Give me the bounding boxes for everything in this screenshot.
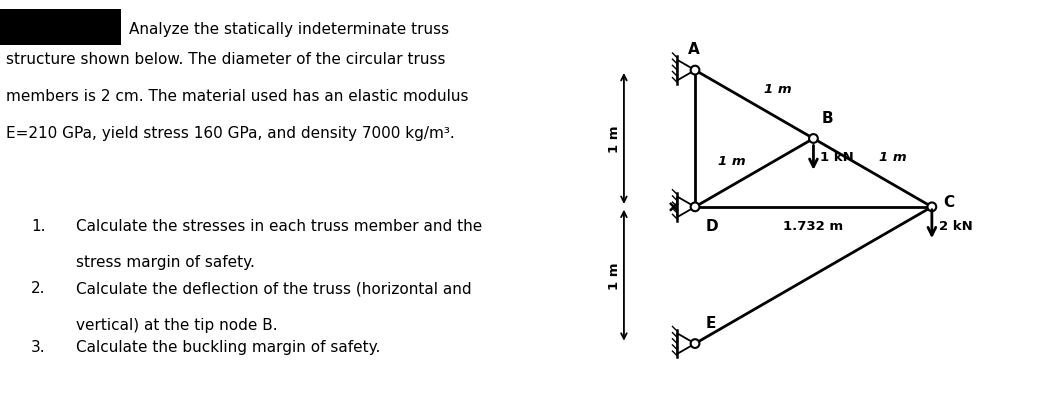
Text: stress margin of safety.: stress margin of safety. (76, 255, 255, 269)
Text: 1 m: 1 m (608, 262, 621, 289)
Text: C: C (942, 194, 954, 209)
Polygon shape (678, 61, 695, 81)
Polygon shape (678, 334, 695, 354)
Circle shape (690, 339, 700, 348)
Text: Analyze the statically indeterminate truss: Analyze the statically indeterminate tru… (129, 22, 449, 37)
Text: 1 m: 1 m (719, 155, 746, 168)
Text: A: A (688, 43, 700, 57)
Text: structure shown below. The diameter of the circular truss: structure shown below. The diameter of t… (5, 52, 445, 67)
Text: 1 m: 1 m (608, 126, 621, 153)
Text: 2 kN: 2 kN (939, 220, 973, 233)
Text: 1.: 1. (31, 219, 45, 233)
Circle shape (690, 67, 700, 75)
Text: 1 m: 1 m (879, 151, 907, 164)
Text: 3.: 3. (31, 339, 45, 354)
Text: Calculate the deflection of the truss (horizontal and: Calculate the deflection of the truss (h… (76, 281, 472, 296)
Text: E=210 GPa, yield stress 160 GPa, and density 7000 kg/m³.: E=210 GPa, yield stress 160 GPa, and den… (5, 126, 454, 141)
Text: D: D (706, 218, 719, 233)
Text: B: B (822, 111, 834, 126)
Text: E: E (706, 315, 717, 330)
Text: members is 2 cm. The material used has an elastic modulus: members is 2 cm. The material used has a… (5, 89, 468, 104)
Text: 1 m: 1 m (764, 83, 792, 95)
Text: 2.: 2. (31, 281, 45, 296)
Circle shape (809, 135, 818, 144)
Text: Calculate the stresses in each truss member and the: Calculate the stresses in each truss mem… (76, 219, 483, 233)
Text: Calculate the buckling margin of safety.: Calculate the buckling margin of safety. (76, 339, 380, 354)
Text: 1.732 m: 1.732 m (783, 220, 843, 233)
Text: 1 kN: 1 kN (820, 150, 854, 163)
Text: vertical) at the tip node B.: vertical) at the tip node B. (76, 317, 278, 332)
Circle shape (928, 203, 936, 212)
FancyBboxPatch shape (0, 10, 121, 46)
Polygon shape (678, 197, 695, 218)
Circle shape (690, 203, 700, 212)
